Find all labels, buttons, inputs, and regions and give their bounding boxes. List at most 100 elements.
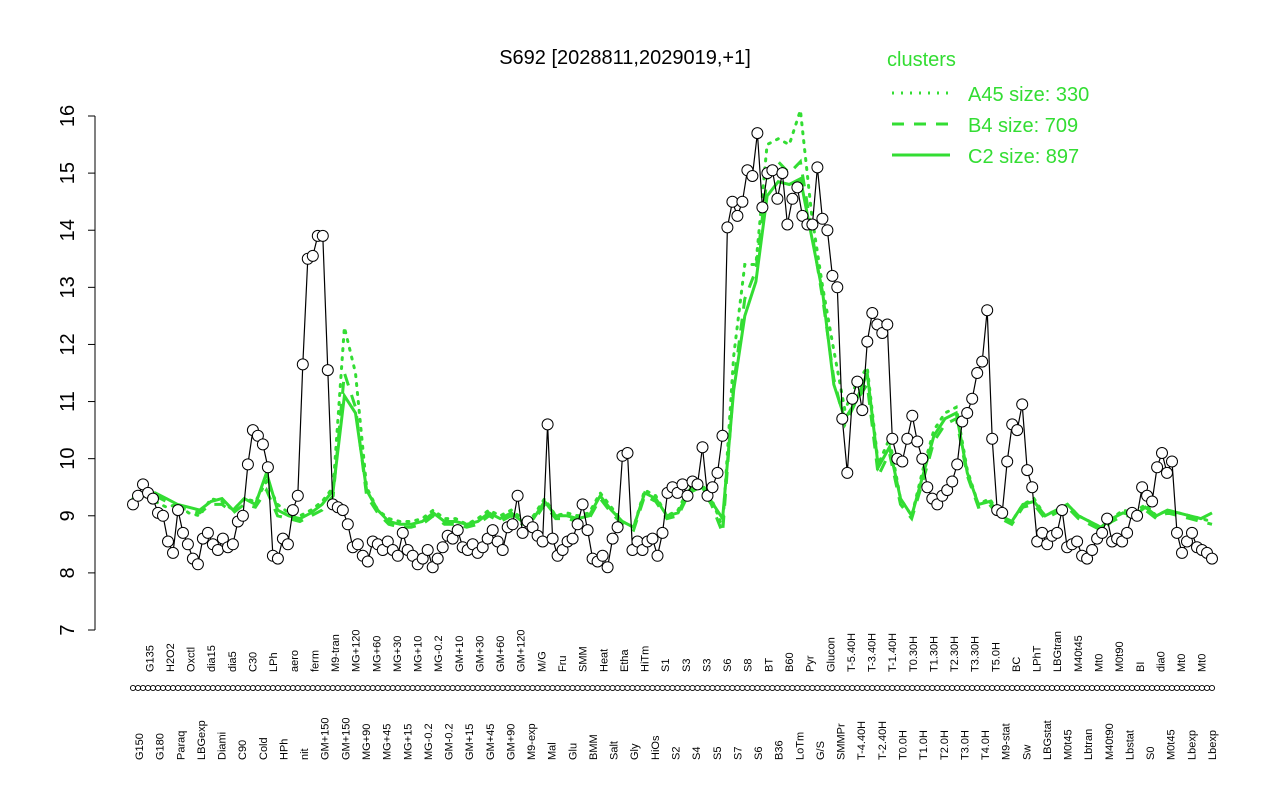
- rug-mark: [1009, 684, 1016, 692]
- data-point: [861, 335, 874, 348]
- rug-mark: [774, 684, 781, 692]
- legend: clusters A45 size: 330 B4 size: 709 C2 siz…: [887, 49, 1089, 168]
- rug-mark: [349, 684, 356, 692]
- data-point: [751, 127, 764, 140]
- rug-mark: [829, 684, 836, 692]
- x-tick-label: S4: [691, 747, 703, 760]
- rug-mark: [149, 684, 157, 692]
- x-tick-label: GM-0.2: [444, 723, 456, 760]
- data-point: [791, 181, 804, 194]
- data-point: [681, 489, 694, 502]
- rug-mark: [744, 684, 751, 692]
- rug-mark: [174, 684, 182, 692]
- data-point: [896, 455, 909, 468]
- rug-mark: [939, 684, 946, 692]
- rug-mark: [1049, 684, 1056, 692]
- legend-label: B4 size: 709: [968, 115, 1078, 137]
- x-tick-labels: G150 G135 G180 H2O2 Paraq Oxctl LBGexp dia15 Dia…: [134, 630, 1219, 761]
- rug-mark: [329, 684, 336, 692]
- x-tick-label: MG+45: [382, 724, 394, 760]
- data-point: [506, 518, 519, 531]
- data-point: [211, 544, 224, 556]
- rug-mark: [259, 684, 266, 692]
- data-point: [431, 552, 444, 565]
- rug-mark: [574, 684, 581, 692]
- data-point: [691, 478, 704, 491]
- rug-mark: [984, 684, 991, 692]
- data-point: [1146, 495, 1159, 508]
- x-tick-label: BI: [1135, 662, 1147, 672]
- data-point: [1176, 546, 1188, 559]
- rug-mark: [919, 684, 926, 692]
- rug-mark: [1129, 684, 1136, 692]
- rug-mark: [429, 684, 436, 692]
- x-tick-label: M/G: [536, 651, 548, 672]
- data-point: [881, 318, 894, 331]
- x-tick-label: nit: [299, 748, 311, 760]
- data-point: [851, 375, 864, 388]
- x-tick-label: C90: [237, 740, 249, 760]
- rug-mark: [319, 684, 326, 692]
- rug-mark: [1034, 684, 1041, 692]
- data-point: [306, 249, 319, 262]
- x-tick-label: BMM: [588, 734, 600, 760]
- rug-mark: [234, 684, 241, 692]
- x-tick-label: Oxctl: [186, 647, 198, 672]
- rug-mark: [1119, 684, 1126, 692]
- x-tick-label: T0.30H: [908, 636, 920, 672]
- data-point: [921, 481, 934, 494]
- data-point: [781, 218, 794, 231]
- rug-mark: [724, 684, 731, 692]
- rug-mark: [1124, 684, 1131, 692]
- rug-mark: [1039, 684, 1046, 692]
- x-tick-label: B36: [774, 740, 786, 760]
- rug-mark: [814, 684, 821, 692]
- rug-mark: [239, 684, 246, 692]
- data-point: [167, 546, 179, 559]
- data-point: [721, 221, 734, 234]
- x-tick-label: Paraq: [175, 731, 187, 760]
- x-tick-label: H2O2: [165, 643, 177, 672]
- rug-mark: [764, 684, 771, 692]
- rug-mark: [659, 684, 666, 692]
- data-point: [1151, 461, 1164, 474]
- rug-mark: [369, 684, 376, 692]
- rug-mark: [694, 684, 701, 692]
- x-tick-label: MG-0.2: [433, 635, 445, 672]
- rug-mark: [999, 684, 1006, 692]
- rug-mark: [404, 684, 411, 692]
- x-tick-label: Lbstat: [1125, 730, 1137, 760]
- data-point: [786, 192, 799, 205]
- x-tick-label: S3: [681, 659, 693, 672]
- rug-mark: [184, 684, 191, 692]
- data-point: [486, 524, 499, 537]
- x-tick-label: T2.30H: [949, 636, 961, 672]
- x-tick-label: Glucon: [825, 637, 837, 672]
- rug-mark: [444, 684, 451, 692]
- rug-mark: [604, 684, 611, 692]
- rug-mark: [1059, 684, 1066, 692]
- x-tick-label: GM+90: [505, 724, 517, 760]
- data-point: [811, 161, 824, 174]
- data-point: [951, 458, 964, 471]
- data-point: [826, 269, 839, 282]
- x-tick-label: T-5.40H: [846, 633, 858, 672]
- data-point: [996, 506, 1009, 519]
- rug-mark: [964, 684, 971, 692]
- x-tick-label: T-2.40H: [877, 721, 889, 760]
- data-point: [132, 489, 144, 502]
- x-tick-label: MG+90: [361, 724, 373, 760]
- rug-mark: [1203, 684, 1211, 692]
- data-point: [571, 518, 584, 531]
- x-tick-label: S2: [671, 747, 683, 760]
- x-tick-label: Mt0: [1197, 654, 1209, 672]
- rug-mark: [169, 684, 177, 692]
- data-point: [736, 195, 749, 208]
- rug-mark: [629, 684, 636, 692]
- rug-mark: [854, 684, 861, 692]
- x-tick-label: MG+30: [392, 636, 404, 672]
- rug-mark: [499, 684, 506, 692]
- data-point: [546, 532, 559, 545]
- data-point: [836, 412, 849, 425]
- rug-mark: [314, 684, 321, 692]
